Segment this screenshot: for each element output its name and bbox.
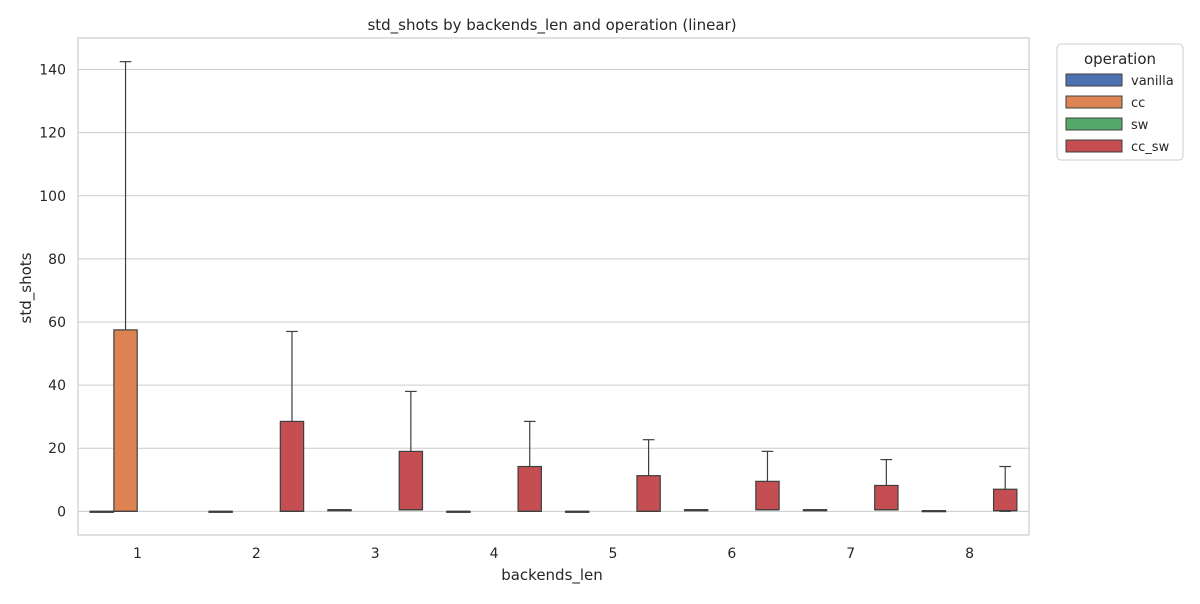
box-vanilla-6 <box>683 509 709 512</box>
box-vanilla-2 <box>208 510 233 513</box>
legend-label: vanilla <box>1131 74 1174 89</box>
box-cc_sw-5 <box>636 439 661 512</box>
x-tick-label: 3 <box>371 546 380 562</box>
legend-swatch <box>1065 117 1123 131</box>
y-tick-label: 120 <box>39 126 66 142</box>
x-axis-ticks: 1 2 3 4 5 6 7 8 <box>133 546 974 562</box>
box-body <box>755 480 780 511</box>
y-axis-ticks: 0 20 40 60 80 100 120 140 <box>39 63 66 521</box>
box-cc_sw-2 <box>279 330 305 512</box>
legend-item-sw: sw <box>1065 117 1149 133</box>
box-body <box>279 420 305 512</box>
legend-label: cc <box>1131 96 1145 111</box>
y-tick-label: 60 <box>48 315 66 331</box>
chart-title: std_shots by backends_len and operation … <box>367 16 736 35</box>
box-vanilla-1 <box>89 510 115 513</box>
legend-item-vanilla: vanilla <box>1065 73 1174 89</box>
legend: operation vanilla cc sw cc_sw <box>1056 43 1184 161</box>
y-tick-label: 0 <box>57 504 66 520</box>
box-cc_sw-6 <box>755 450 780 511</box>
box-vanilla-7 <box>802 509 828 512</box>
legend-swatch <box>1065 95 1123 109</box>
y-tick-label: 40 <box>48 378 66 394</box>
y-tick-label: 80 <box>48 252 66 268</box>
legend-swatch <box>1065 139 1123 153</box>
box-vanilla-3 <box>327 509 352 512</box>
box-body <box>874 484 899 511</box>
x-axis-label: backends_len <box>501 566 603 585</box>
box-cc-1 <box>113 61 138 512</box>
box-body <box>517 465 542 512</box>
y-axis-label: std_shots <box>17 252 36 323</box>
box-series-layer <box>89 61 1018 513</box>
box-vanilla-8 <box>921 510 947 513</box>
box-cc_sw-7 <box>874 458 899 511</box>
box-cc_sw-8 <box>992 465 1018 512</box>
box-body <box>992 488 1018 512</box>
box-body <box>398 450 424 511</box>
box-vanilla-4 <box>446 510 471 513</box>
x-tick-label: 1 <box>133 546 142 562</box>
box-vanilla-5 <box>565 510 590 513</box>
x-tick-label: 2 <box>252 546 261 562</box>
legend-label: cc_sw <box>1131 140 1170 155</box>
box-cc_sw-4 <box>517 420 542 512</box>
y-tick-label: 140 <box>39 63 66 79</box>
x-tick-label: 6 <box>727 546 736 562</box>
x-tick-label: 7 <box>846 546 855 562</box>
legend-item-cc: cc <box>1065 95 1145 111</box>
plot-area-frame <box>77 37 1030 536</box>
legend-title: operation <box>1084 50 1156 68</box>
y-tick-label: 20 <box>48 441 66 457</box>
x-tick-label: 8 <box>965 546 974 562</box>
x-tick-label: 5 <box>608 546 617 562</box>
legend-item-cc_sw: cc_sw <box>1065 139 1170 155</box>
x-tick-label: 4 <box>490 546 499 562</box>
box-cc_sw-3 <box>398 390 424 511</box>
grid-lines <box>78 69 1029 512</box>
legend-swatch <box>1065 73 1123 87</box>
legend-label: sw <box>1131 118 1149 133</box>
box-body <box>636 475 661 512</box>
box-body <box>113 329 138 512</box>
y-tick-label: 100 <box>39 189 66 205</box>
